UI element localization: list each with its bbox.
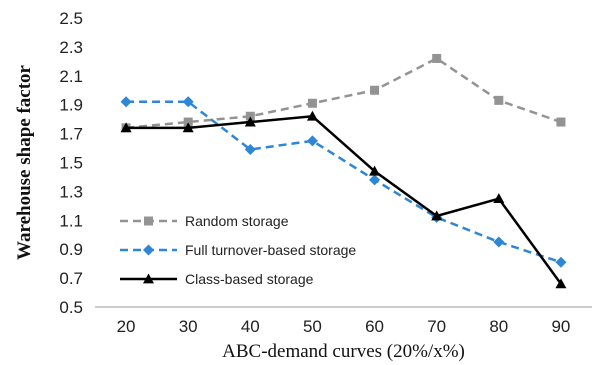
x-tick-label: 30 — [179, 317, 198, 336]
data-point — [244, 116, 256, 127]
data-point — [555, 278, 567, 289]
data-point — [182, 96, 194, 108]
data-point — [493, 236, 505, 248]
x-tick-label: 50 — [303, 317, 322, 336]
data-point — [306, 110, 318, 121]
series-layer — [120, 53, 567, 289]
legend-label: Random storage — [185, 213, 289, 229]
x-tick-label: 20 — [117, 317, 136, 336]
x-tick-label: 60 — [365, 317, 384, 336]
data-point — [120, 96, 132, 108]
legend-swatch-marker — [144, 216, 153, 226]
data-point — [120, 122, 132, 133]
data-point — [432, 53, 442, 63]
y-tick-label: 0.9 — [59, 240, 83, 259]
x-axis-title: ABC-demand curves (20%/x%) — [222, 341, 465, 362]
y-tick-label: 2.3 — [59, 38, 83, 57]
data-point — [369, 165, 381, 176]
y-tick-label: 1.9 — [59, 96, 83, 115]
x-tick-label: 70 — [427, 317, 446, 336]
x-tick-label: 80 — [489, 317, 508, 336]
y-tick-label: 1.5 — [59, 154, 83, 173]
y-tick-label: 1.3 — [59, 182, 83, 201]
series-3 — [120, 110, 567, 289]
x-tick-label: 40 — [241, 317, 260, 336]
data-point — [431, 210, 443, 221]
series-1 — [121, 53, 566, 133]
series-line — [126, 100, 562, 264]
legend: Random storage Full turnover-based storag… — [120, 213, 356, 287]
y-tick-label: 0.7 — [59, 269, 83, 288]
data-point — [556, 117, 566, 127]
legend-swatch-marker — [143, 244, 154, 256]
data-point — [493, 193, 505, 204]
y-axis-title: Warehouse shape factor — [14, 64, 35, 259]
legend-label: Full turnover-based storage — [185, 242, 356, 258]
data-point — [555, 256, 567, 268]
y-axis-ticks: 0.5 0.7 0.9 1.1 1.3 1.5 1.7 1.9 2.1 2.3 2.5 — [59, 9, 83, 317]
series-line — [125, 57, 562, 130]
y-tick-label: 2.1 — [59, 67, 83, 86]
y-tick-label: 0.5 — [59, 298, 83, 317]
data-point — [245, 111, 255, 121]
legend-label: Class-based storage — [185, 271, 314, 287]
y-tick-label: 1.7 — [59, 125, 83, 144]
data-point — [182, 122, 194, 133]
data-point — [244, 143, 256, 155]
data-point — [494, 95, 504, 105]
data-point — [183, 117, 193, 127]
x-axis-ticks: 20 30 40 50 60 70 80 90 — [117, 317, 571, 336]
legend-swatch-marker — [143, 273, 154, 284]
data-point — [307, 98, 317, 108]
y-tick-label: 2.5 — [59, 9, 83, 28]
y-tick-label: 1.1 — [59, 211, 83, 230]
data-point — [370, 85, 380, 95]
data-point — [369, 174, 381, 186]
data-point — [306, 135, 318, 147]
x-tick-label: 90 — [551, 317, 570, 336]
series-line — [126, 114, 562, 285]
